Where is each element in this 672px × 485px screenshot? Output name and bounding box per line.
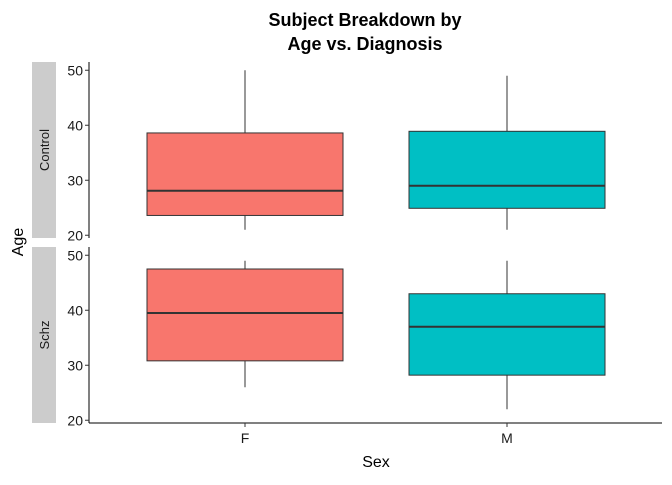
- chart-title-line-1: Subject Breakdown by: [268, 10, 461, 30]
- box-control-f: [146, 70, 344, 230]
- box-iqr: [146, 268, 344, 362]
- y-tick-label: 30: [67, 357, 83, 373]
- y-axis-title: Age: [10, 228, 27, 257]
- y-tick-label: 30: [67, 172, 83, 188]
- y-tick-label: 20: [67, 227, 83, 243]
- box-control-m: [408, 75, 606, 230]
- x-tick-label: M: [501, 430, 513, 446]
- panels-layer: Control 20 30 40 50 Schz 20 30 40 50 F M: [32, 62, 662, 446]
- x-axis-title: Sex: [362, 454, 390, 471]
- box-schz-m: [408, 260, 606, 410]
- box-iqr: [146, 132, 344, 216]
- x-tick-label: F: [241, 430, 250, 446]
- y-tick-label: 40: [67, 302, 83, 318]
- box-iqr: [408, 293, 606, 376]
- facet-strip-label: Schz: [37, 321, 52, 350]
- y-tick-label: 20: [67, 412, 83, 428]
- chart-title-line-2: Age vs. Diagnosis: [287, 34, 442, 54]
- y-tick-label: 50: [67, 247, 83, 263]
- facet-strip-schz: [32, 247, 56, 423]
- facet-strip-control: [32, 62, 56, 238]
- y-tick-label: 50: [67, 62, 83, 78]
- box-schz-f: [146, 260, 344, 388]
- facet-strip-label: Control: [37, 129, 52, 171]
- y-tick-label: 40: [67, 117, 83, 133]
- box-iqr: [408, 130, 606, 209]
